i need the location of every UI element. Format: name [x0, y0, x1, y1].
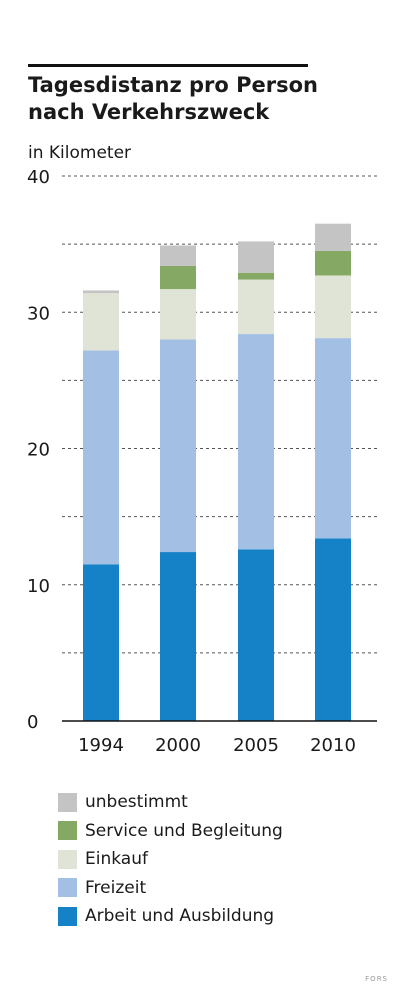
x-tick-label: 1994: [78, 735, 124, 756]
y-tick-label: 0: [27, 712, 38, 733]
bar-segment: [315, 338, 351, 539]
bar-segment: [83, 564, 119, 721]
legend-item: Freizeit: [58, 874, 283, 903]
legend-item: Arbeit und Ausbildung: [58, 902, 283, 931]
bar-segment: [238, 549, 274, 721]
legend-label: unbestimmt: [85, 792, 188, 813]
legend-swatch: [58, 878, 77, 898]
legend-label: Freizeit: [85, 877, 147, 898]
bar-segment: [160, 289, 196, 340]
legend-label: Einkauf: [85, 849, 148, 870]
x-tick-label: 2000: [155, 735, 201, 756]
legend-swatch: [58, 906, 77, 926]
y-tick-label: 20: [27, 440, 50, 461]
bar-segment: [315, 250, 351, 276]
bar-segment: [83, 350, 119, 565]
unit-label: in Kilometer: [28, 143, 132, 163]
legend-swatch: [58, 792, 77, 812]
source-logo: FORS: [365, 975, 388, 983]
legend-label: Service und Begleitung: [85, 820, 283, 841]
legend-swatch: [58, 849, 77, 869]
y-tick-label: 40: [27, 167, 50, 188]
legend-label: Arbeit und Ausbildung: [85, 906, 275, 927]
bar-segment: [238, 272, 274, 280]
y-tick-label: 10: [27, 576, 50, 597]
x-tick-label: 2005: [233, 735, 279, 756]
bar-segment: [160, 245, 196, 266]
bar-segment: [83, 290, 119, 294]
bar-segment: [315, 275, 351, 339]
legend-item: Einkauf: [58, 845, 283, 874]
bar-segment: [315, 538, 351, 721]
bar-segment: [238, 241, 274, 273]
chart-legend: unbestimmt Service und Begleitung Einkauf F…: [58, 788, 283, 931]
bar-segment: [160, 265, 196, 290]
chart-title: Tagesdistanz pro Person nach Verkehrszwe…: [28, 73, 318, 124]
bar-segment: [238, 334, 274, 550]
bar-segment: [315, 223, 351, 251]
stacked-bar-chart: 0 10 20 30 40 1994 2000 2005 2010: [27, 167, 377, 756]
bar-segment: [238, 279, 274, 335]
legend-swatch: [58, 821, 77, 841]
x-tick-label: 2010: [310, 735, 356, 756]
bar-segment: [160, 552, 196, 721]
title-rule: [28, 64, 308, 67]
bar-segment: [83, 293, 119, 351]
bar-segment: [160, 339, 196, 553]
legend-item: Service und Begleitung: [58, 817, 283, 846]
y-tick-label: 30: [27, 303, 50, 324]
legend-item: unbestimmt: [58, 788, 283, 817]
